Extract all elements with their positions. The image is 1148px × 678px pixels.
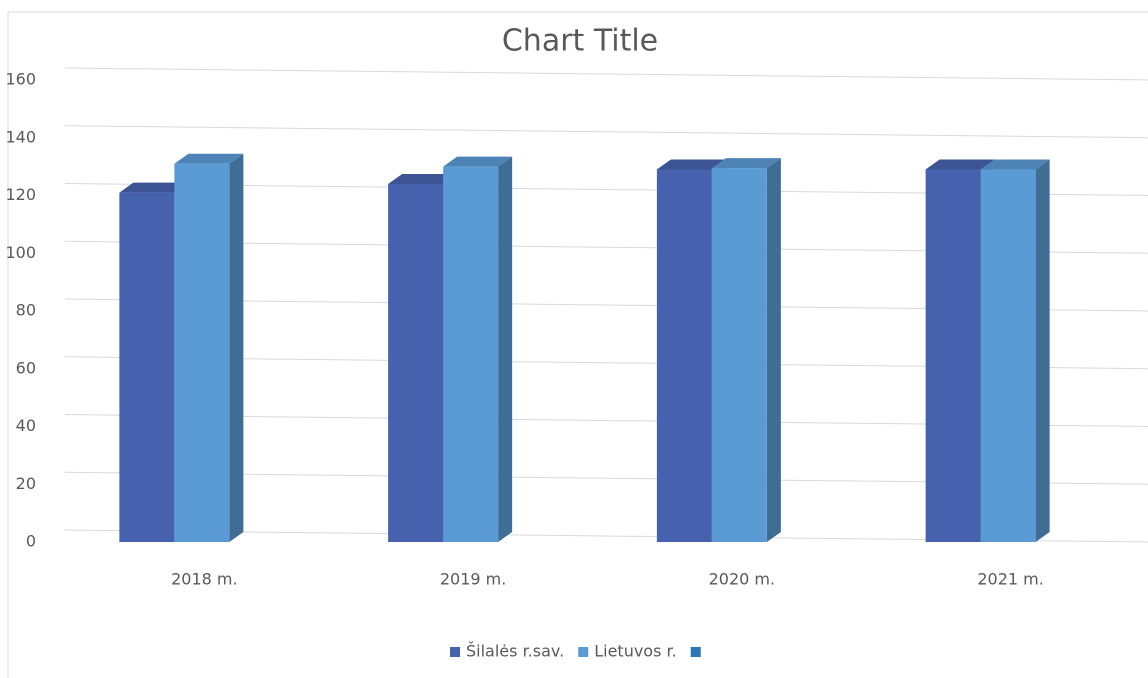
y-tick-label: 20 (16, 474, 36, 493)
legend-label: Šilalės r.sav. (466, 642, 564, 661)
bar (711, 168, 767, 542)
bar-top (388, 173, 458, 184)
y-tick-label: 0 (26, 532, 36, 551)
bar-side (229, 153, 244, 543)
bar-side (766, 158, 781, 542)
y-tick-label: 40 (16, 416, 36, 435)
x-tick-label: 2019 m. (440, 570, 506, 589)
bar (388, 183, 444, 542)
bar-top (925, 159, 995, 170)
y-tick-label: 80 (16, 301, 36, 320)
bar (174, 163, 230, 543)
y-tick-label: 160 (5, 70, 36, 89)
bar-top (711, 158, 781, 169)
y-tick-label: 140 (5, 127, 36, 146)
bar-group (443, 156, 513, 542)
legend-swatch (578, 647, 589, 657)
bar-top (443, 156, 513, 167)
grid-line (64, 125, 1148, 139)
bar-top (656, 159, 726, 170)
bar (656, 169, 712, 542)
bar-top (980, 159, 1050, 170)
legend-label: Lietuvos r. (594, 642, 677, 661)
y-tick-label: 100 (5, 243, 36, 262)
x-tick-label: 2018 m. (171, 570, 237, 589)
chart-title: Chart Title (502, 24, 658, 59)
bar-side (1035, 159, 1050, 542)
legend-swatch (690, 647, 701, 657)
grid-line (64, 67, 1148, 81)
bar-side (498, 156, 513, 542)
bar-group (711, 158, 781, 542)
x-tick-label: 2020 m. (709, 570, 775, 589)
y-tick-label: 120 (5, 185, 36, 204)
bar (980, 169, 1036, 542)
legend-swatch (450, 647, 460, 657)
x-tick-label: 2021 m. (977, 570, 1043, 589)
bar (925, 169, 981, 542)
bar (119, 192, 175, 543)
bar-top (174, 153, 244, 164)
bar-group (174, 153, 244, 543)
bar-top (119, 182, 189, 193)
bar-group (980, 159, 1050, 542)
y-tick-label: 60 (16, 358, 36, 377)
bar (443, 166, 499, 542)
